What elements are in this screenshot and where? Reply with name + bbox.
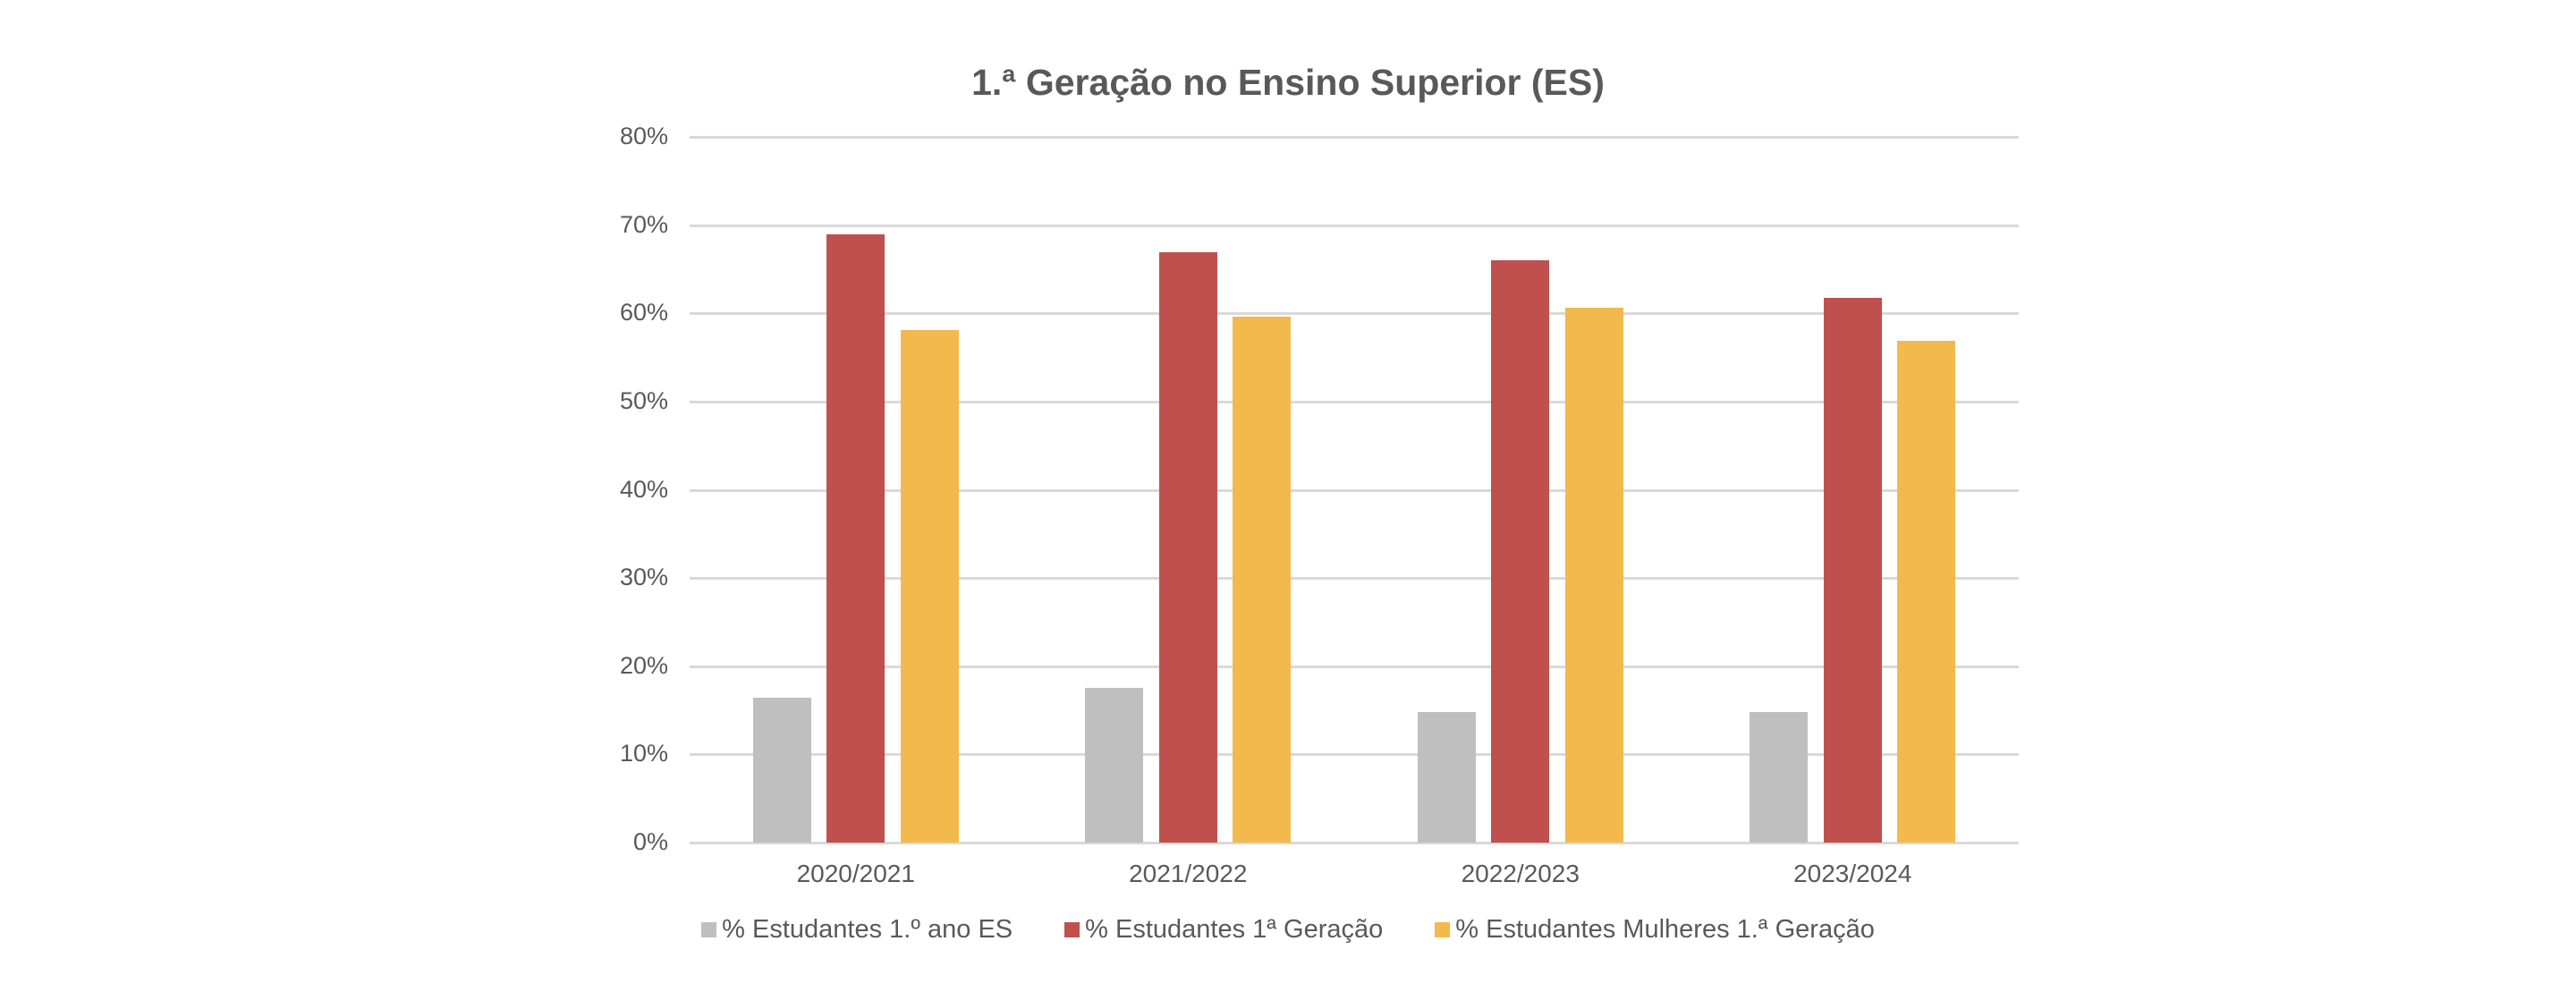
bar xyxy=(1417,712,1476,843)
x-tick-label: 2023/2024 xyxy=(1793,860,1912,887)
bar xyxy=(826,234,886,843)
legend-item: % Estudantes Mulheres 1.ª Geração xyxy=(1435,914,1875,945)
bar-group xyxy=(1022,137,1355,843)
bar xyxy=(900,330,959,843)
bar xyxy=(1085,688,1144,843)
y-tick-label: 40% xyxy=(619,475,668,503)
legend-swatch-icon xyxy=(701,921,717,937)
plot-area xyxy=(690,136,2020,844)
x-tick-label: 2022/2023 xyxy=(1461,860,1580,887)
chart-title: 1.ª Geração no Ensino Superior (ES) xyxy=(971,62,1605,103)
legend-item: % Estudantes 1.º ano ES xyxy=(701,914,1013,945)
x-tick-label: 2020/2021 xyxy=(796,860,915,887)
bar xyxy=(1564,308,1623,843)
bar xyxy=(1897,340,1956,843)
y-tick-label: 30% xyxy=(619,564,668,591)
legend-item: % Estudantes 1ª Geração xyxy=(1064,914,1383,945)
bar-group xyxy=(1687,137,2020,843)
legend-label: % Estudantes 1ª Geração xyxy=(1085,915,1384,944)
gridline xyxy=(690,312,2019,316)
x-tick-label: 2021/2022 xyxy=(1129,860,1248,887)
bar xyxy=(1823,298,1882,843)
legend-label: % Estudantes 1.º ano ES xyxy=(722,915,1013,944)
legend-swatch-icon xyxy=(1435,921,1451,937)
y-tick-label: 50% xyxy=(619,386,668,414)
y-tick-label: 0% xyxy=(632,828,668,855)
legend-swatch-icon xyxy=(1064,921,1080,937)
gridline xyxy=(690,488,2019,492)
y-tick-label: 70% xyxy=(619,210,668,238)
gridline xyxy=(690,577,2019,581)
gridline xyxy=(690,136,2019,139)
legend: % Estudantes 1.º ano ES % Estudantes 1ª G… xyxy=(0,914,2576,945)
gridline xyxy=(690,842,2019,844)
bar-group xyxy=(690,137,1022,843)
y-tick-label: 20% xyxy=(619,651,668,679)
bar xyxy=(1491,260,1550,843)
y-tick-label: 60% xyxy=(619,299,668,326)
bar xyxy=(752,698,811,843)
bar xyxy=(1750,712,1809,843)
bar-group xyxy=(1354,137,1687,843)
gridline xyxy=(690,665,2019,668)
y-tick-label: 80% xyxy=(619,123,668,149)
legend-label: % Estudantes Mulheres 1.ª Geração xyxy=(1455,915,1875,944)
bar xyxy=(1158,252,1217,843)
gridline xyxy=(690,400,2019,403)
gridline xyxy=(690,753,2019,757)
y-tick-label: 10% xyxy=(619,740,668,767)
bar xyxy=(1233,317,1292,843)
gridline xyxy=(690,224,2019,227)
